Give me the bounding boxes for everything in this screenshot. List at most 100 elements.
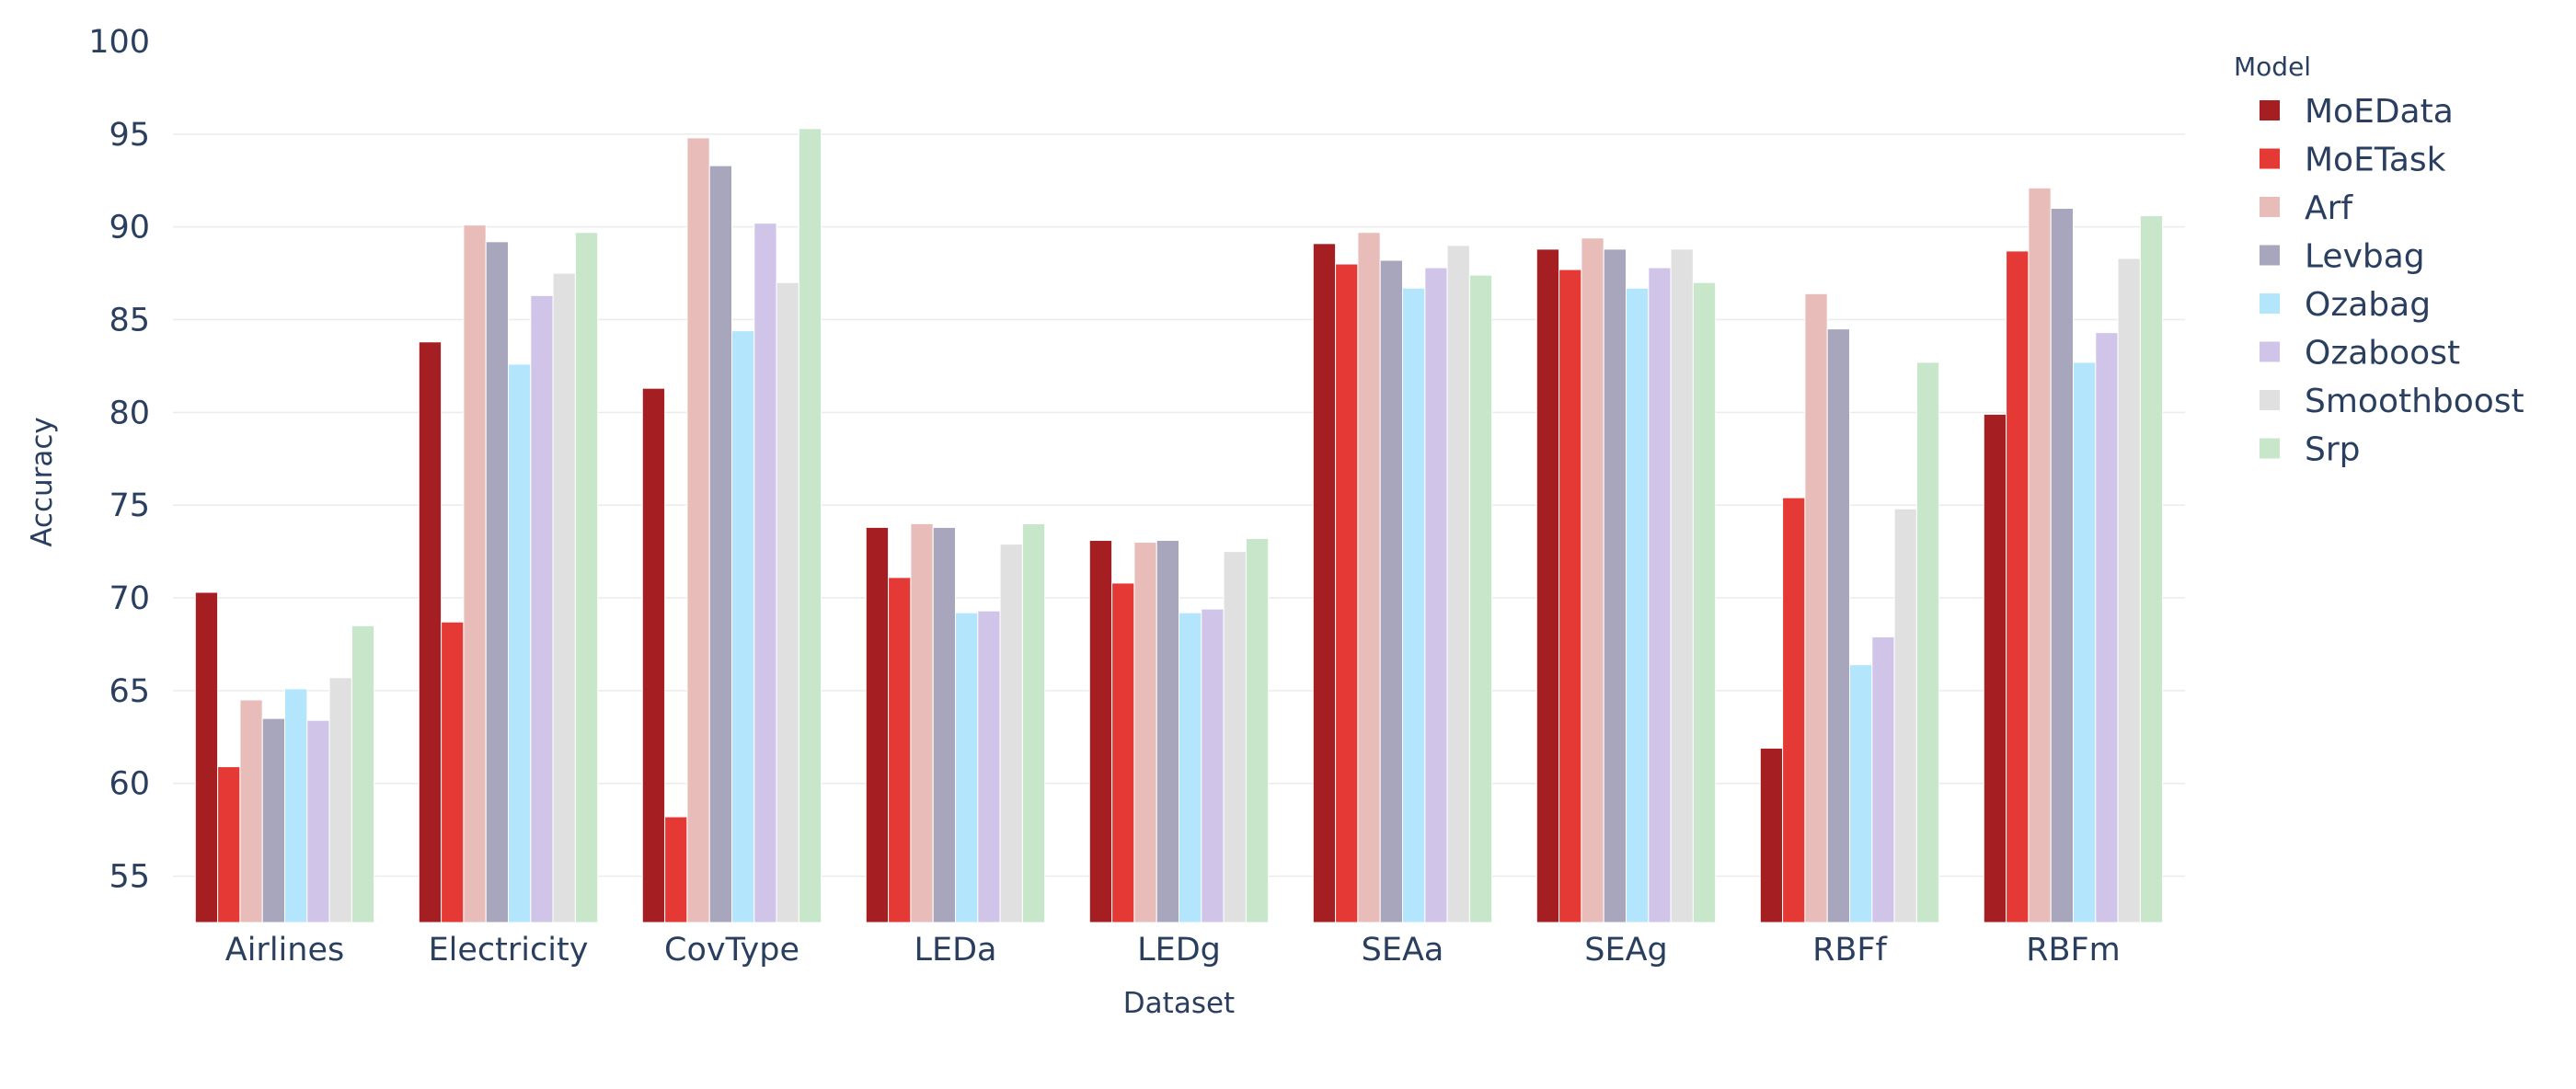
x-tick-label: CovType — [664, 932, 799, 969]
bar-ozabag-electricity — [508, 363, 532, 923]
bar-moetask-airlines — [217, 766, 241, 923]
bar-moetask-seag — [1558, 269, 1582, 923]
x-tick-label: RBFf — [1812, 932, 1887, 969]
bar-arf-rbfm — [2028, 187, 2052, 923]
bar-srp-ledg — [1245, 538, 1270, 923]
bar-levbag-leda — [932, 526, 957, 923]
x-tick-label: RBFm — [2026, 932, 2121, 969]
bar-ozaboost-leda — [977, 610, 1001, 923]
legend: Model MoEData MoETask Arf Levbag Ozabag Ozabo… — [2234, 52, 2524, 469]
bar-levbag-seaa — [1379, 259, 1403, 923]
bar-ozabag-leda — [955, 612, 979, 923]
bar-moedata-seaa — [1312, 243, 1337, 923]
bar-smoothboost-electricity — [552, 272, 576, 923]
bar-smoothboost-seaa — [1446, 245, 1470, 923]
x-tick-label: LEDa — [914, 932, 996, 969]
bar-smoothboost-ledg — [1223, 551, 1247, 923]
bar-smoothboost-airlines — [328, 677, 352, 923]
x-tick-label: LEDg — [1137, 932, 1221, 969]
y-axis-ticks: 55 60 65 70 75 80 85 90 95 100 — [88, 24, 150, 896]
bar-ozaboost-electricity — [530, 294, 554, 923]
bar-ozaboost-ledg — [1201, 608, 1225, 923]
legend-label-arf: Arf — [2305, 189, 2353, 227]
bar-levbag-airlines — [261, 717, 286, 923]
bar-arf-leda — [910, 522, 934, 923]
x-tick-label: Electricity — [429, 932, 589, 969]
x-tick-label: SEAa — [1362, 932, 1444, 969]
legend-label-ozabag: Ozabag — [2305, 286, 2431, 324]
legend-title: Model — [2234, 52, 2311, 82]
bar-arf-seag — [1581, 237, 1604, 923]
bar-arf-seaa — [1357, 232, 1381, 923]
bar-moedata-electricity — [418, 341, 443, 923]
bar-moetask-ledg — [1111, 582, 1135, 923]
legend-swatch-srp — [2260, 438, 2280, 459]
legend-swatch-moedata — [2260, 100, 2280, 120]
legend-label-moedata: MoEData — [2305, 93, 2454, 131]
bar-ozabag-rbfm — [2073, 361, 2097, 923]
bar-moedata-seag — [1535, 248, 1560, 923]
bar-levbag-covtype — [708, 165, 733, 923]
bar-ozaboost-covtype — [753, 223, 777, 923]
bar-smoothboost-seag — [1670, 248, 1694, 923]
bar-smoothboost-rbfm — [2117, 258, 2141, 923]
bar-arf-ledg — [1133, 542, 1157, 923]
bar-srp-seaa — [1468, 274, 1493, 923]
y-tick-label: 65 — [109, 673, 150, 710]
x-axis-title: Dataset — [1123, 987, 1235, 1020]
bar-smoothboost-covtype — [776, 281, 799, 923]
y-tick-label: 55 — [109, 859, 150, 896]
bar-arf-rbff — [1804, 292, 1828, 923]
legend-label-moetask: MoETask — [2305, 142, 2446, 179]
bar-moetask-seaa — [1335, 263, 1359, 923]
y-tick-label: 90 — [109, 210, 150, 246]
legend-swatch-arf — [2260, 197, 2280, 217]
bar-srp-airlines — [351, 625, 375, 923]
bar-ozabag-rbff — [1849, 664, 1873, 923]
bar-levbag-electricity — [485, 241, 510, 923]
bar-smoothboost-rbff — [1893, 508, 1917, 923]
y-tick-label: 60 — [109, 766, 150, 803]
y-tick-label: 85 — [109, 303, 150, 339]
bar-moetask-electricity — [441, 621, 465, 923]
bar-srp-leda — [1021, 522, 1046, 923]
bar-moedata-rbfm — [1983, 413, 2007, 923]
bar-ozabag-seaa — [1402, 287, 1426, 923]
bar-srp-covtype — [798, 128, 822, 923]
bar-levbag-rbff — [1826, 328, 1850, 923]
bar-moedata-ledg — [1088, 540, 1113, 923]
bar-ozaboost-seag — [1648, 267, 1672, 923]
x-axis-ticks: Airlines Electricity CovType LEDa LEDg SEAa SE… — [225, 932, 2121, 969]
bar-levbag-seag — [1603, 248, 1627, 923]
legend-swatch-smoothboost — [2260, 390, 2280, 410]
legend-swatch-ozaboost — [2260, 341, 2280, 362]
bar-moetask-rbfm — [2006, 250, 2030, 923]
bar-ozaboost-rbfm — [2095, 332, 2119, 923]
bar-ozaboost-rbff — [1871, 636, 1895, 923]
bar-srp-rbff — [1915, 361, 1940, 923]
bar-ozabag-airlines — [284, 688, 308, 923]
legend-swatch-moetask — [2260, 148, 2280, 169]
y-axis-title: Accuracy — [26, 417, 59, 547]
legend-swatch-levbag — [2260, 245, 2280, 266]
legend-label-levbag: Levbag — [2305, 238, 2425, 276]
bar-moedata-rbff — [1759, 747, 1784, 923]
legend-label-srp: Srp — [2305, 431, 2361, 469]
bar-levbag-rbfm — [2050, 208, 2074, 923]
bar-arf-covtype — [686, 137, 710, 923]
bar-srp-rbfm — [2139, 215, 2164, 923]
y-tick-label: 100 — [88, 24, 150, 61]
bar-moetask-leda — [888, 577, 912, 923]
y-tick-label: 80 — [109, 395, 150, 431]
bar-moetask-covtype — [664, 816, 688, 923]
y-tick-label: 95 — [109, 117, 150, 154]
bar-ozabag-seag — [1626, 287, 1650, 923]
legend-swatch-ozabag — [2260, 293, 2280, 314]
bar-smoothboost-leda — [999, 544, 1023, 923]
bar-ozaboost-seaa — [1424, 267, 1448, 923]
bar-arf-electricity — [463, 224, 487, 923]
legend-label-smoothboost: Smoothboost — [2305, 383, 2524, 420]
bar-srp-electricity — [574, 232, 599, 923]
y-tick-label: 70 — [109, 580, 150, 617]
